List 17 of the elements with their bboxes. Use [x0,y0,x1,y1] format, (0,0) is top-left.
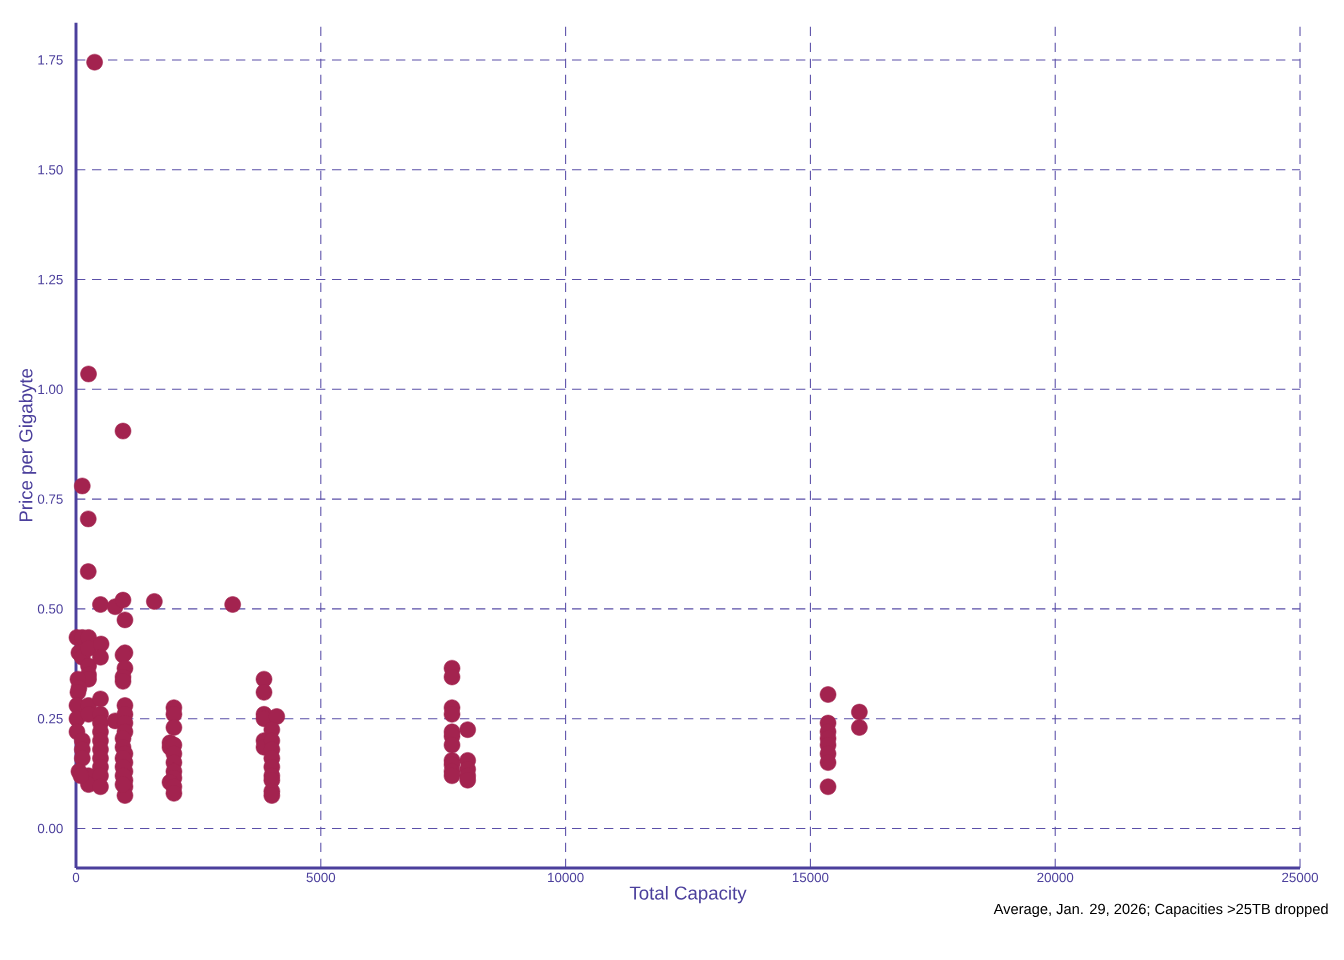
y-tick-label: 1.25 [38,274,63,285]
text: Average, Jan. 29, 2026; Capacities >25TB dropped [993,903,1328,918]
x-axis-title: Total Capacity [629,885,747,904]
x-tick-label: 5000 [306,872,336,883]
x-tick-label: 0 [72,872,80,883]
x-tick-label: 25000 [1282,872,1319,883]
y-tick-label: 1.50 [38,165,63,175]
y-tick-label: 0.25 [37,713,63,724]
y-tick-label: 0.00 [37,823,63,834]
y-tick-label: 1.75 [38,55,63,65]
y-axis-title: Price per Gigabyte [18,368,37,522]
x-tick-label: 15000 [792,872,829,883]
y-tick-label: 0.50 [37,604,63,614]
y-tick-label: 1.00 [38,384,63,395]
y-tick-label: 0.75 [37,494,63,504]
x-tick-label: 20000 [1037,872,1074,883]
x-tick-label: 10000 [548,872,584,883]
